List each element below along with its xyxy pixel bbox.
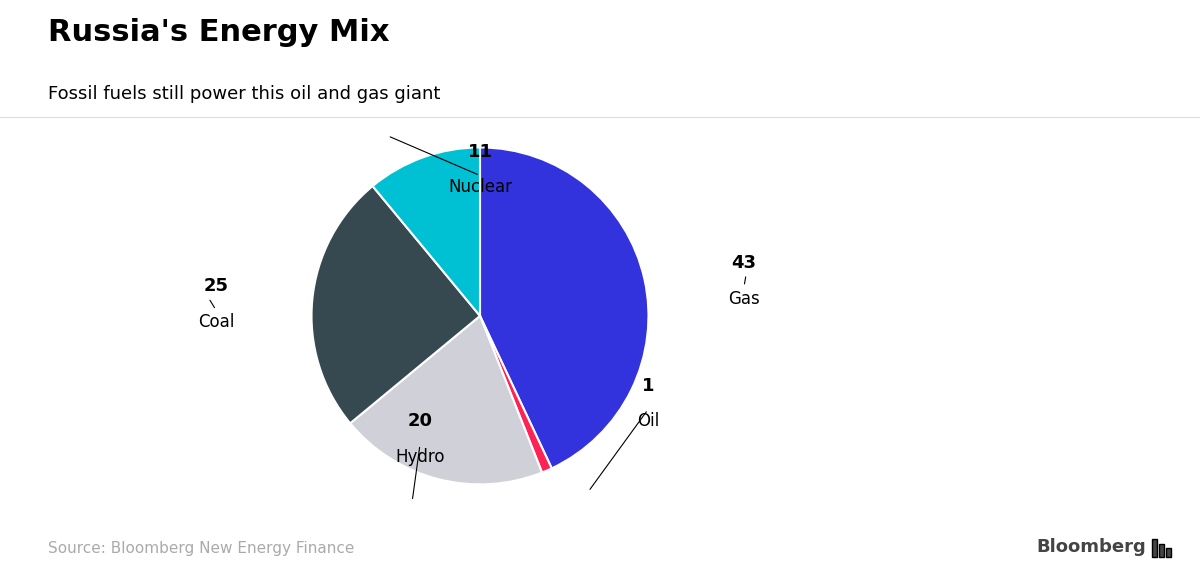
FancyBboxPatch shape <box>1159 544 1164 557</box>
Text: Oil: Oil <box>637 412 659 431</box>
Text: 25: 25 <box>204 277 228 295</box>
Wedge shape <box>373 147 480 316</box>
FancyBboxPatch shape <box>1166 548 1171 557</box>
Wedge shape <box>480 147 648 469</box>
Text: Bloomberg: Bloomberg <box>1037 538 1146 556</box>
Text: Hydro: Hydro <box>395 448 445 466</box>
Wedge shape <box>480 316 552 473</box>
Text: Coal: Coal <box>198 313 234 331</box>
Text: 11: 11 <box>468 143 492 161</box>
Wedge shape <box>350 316 542 484</box>
Text: 43: 43 <box>732 254 756 272</box>
Wedge shape <box>312 186 480 424</box>
FancyBboxPatch shape <box>1152 539 1157 557</box>
Text: 20: 20 <box>408 412 432 430</box>
Text: Fossil fuels still power this oil and gas giant: Fossil fuels still power this oil and ga… <box>48 85 440 103</box>
Text: Russia's Energy Mix: Russia's Energy Mix <box>48 18 390 47</box>
Text: 1: 1 <box>642 377 654 395</box>
Text: Source: Bloomberg New Energy Finance: Source: Bloomberg New Energy Finance <box>48 541 354 556</box>
Text: Nuclear: Nuclear <box>448 178 512 197</box>
Text: Gas: Gas <box>728 290 760 308</box>
